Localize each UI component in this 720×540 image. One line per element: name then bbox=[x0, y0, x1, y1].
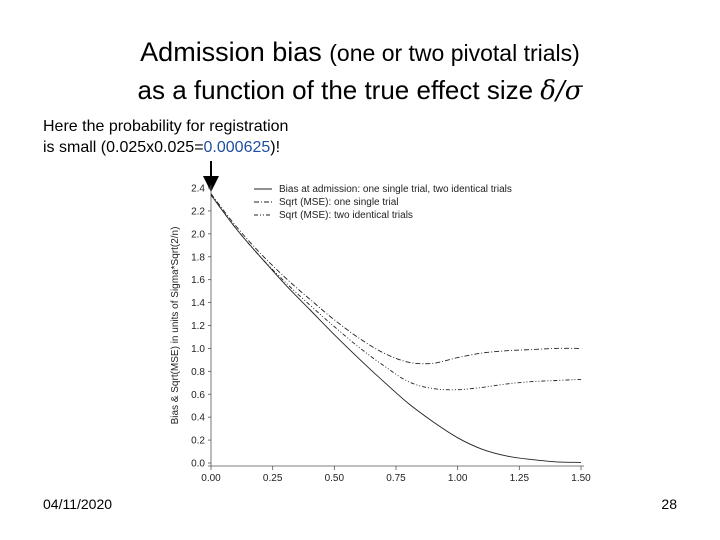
title-main: Admission bias bbox=[140, 37, 322, 67]
x-tick-label: 1.50 bbox=[571, 473, 591, 484]
y-tick-label: 0.2 bbox=[191, 436, 205, 447]
y-tick-label: 1.8 bbox=[191, 252, 205, 263]
probability-note: Here the probability for registration is… bbox=[43, 116, 288, 158]
y-tick-label: 1.0 bbox=[191, 344, 205, 355]
y-tick-label: 2.2 bbox=[191, 206, 205, 217]
legend-label-1: Bias at admission: one single trial, two… bbox=[279, 184, 512, 195]
note-line-2: is small (0.025x0.025=0.000625)! bbox=[43, 137, 288, 158]
y-tick-label: 1.6 bbox=[191, 275, 205, 286]
note-prefix: is small (0.025x0.025= bbox=[43, 139, 204, 156]
y-tick-label: 0.6 bbox=[191, 390, 205, 401]
y-tick-label: 1.4 bbox=[191, 298, 205, 309]
y-tick-label: 2.0 bbox=[191, 229, 205, 240]
note-line-1: Here the probability for registration bbox=[43, 118, 289, 135]
effect-size-symbol: δ/σ bbox=[540, 76, 583, 106]
note-value: 0.000625 bbox=[203, 139, 271, 156]
y-tick-label: 0.8 bbox=[191, 367, 205, 378]
y-tick-label: 1.2 bbox=[191, 321, 205, 332]
slide-title: Admission bias (one or two pivotal trial… bbox=[0, 36, 720, 69]
legend-label-2: Sqrt (MSE): one single trial bbox=[279, 197, 399, 208]
y-tick-label: 0.0 bbox=[191, 459, 205, 470]
series-line-2 bbox=[210, 193, 582, 365]
y-tick-label: 2.4 bbox=[191, 184, 205, 195]
y-axis-label: Bias & Sqrt(MSE) in units of Sigma*Sqrt(… bbox=[170, 227, 181, 425]
x-tick-label: 0.50 bbox=[325, 473, 345, 484]
x-tick-label: 1.25 bbox=[510, 473, 530, 484]
x-tick-label: 0.75 bbox=[386, 473, 406, 484]
x-tick-label: 0.00 bbox=[201, 473, 221, 484]
series-line-3 bbox=[210, 194, 582, 391]
series-line-1 bbox=[210, 194, 582, 463]
title-paren: (one or two pivotal trials) bbox=[329, 40, 580, 66]
slide-date: 04/11/2020 bbox=[43, 496, 113, 512]
x-tick-label: 0.25 bbox=[263, 473, 283, 484]
plot-area: 0.0 0.2 0.4 0.6 0.8 1.0 1.2 1.4 1.6 1.8 2.0 2.2 2.4 0… bbox=[170, 184, 591, 485]
legend-label-3: Sqrt (MSE): two identical trials bbox=[279, 210, 413, 221]
slide-subtitle: as a function of the true effect size δ/… bbox=[0, 74, 720, 107]
subtitle-text: as a function of the true effect size bbox=[137, 75, 541, 105]
note-suffix: )! bbox=[270, 139, 281, 156]
x-tick-label: 1.00 bbox=[448, 473, 468, 484]
page-number: 28 bbox=[661, 496, 677, 512]
y-tick-label: 0.4 bbox=[191, 413, 205, 424]
